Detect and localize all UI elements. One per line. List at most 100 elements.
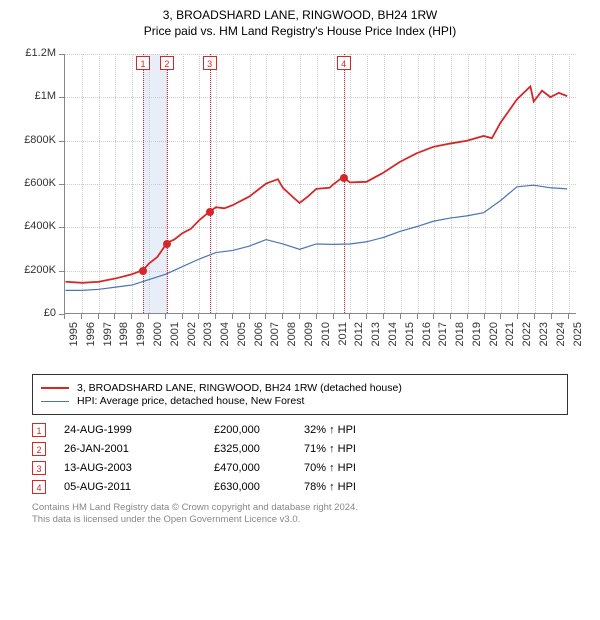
x-axis-label: 2002 [186, 322, 198, 362]
y-axis-label: £200K [16, 264, 56, 276]
x-tick [165, 314, 166, 319]
x-axis-label: 2013 [370, 322, 382, 362]
x-tick [81, 314, 82, 319]
marker-flag: 1 [136, 56, 150, 70]
y-axis-label: £600K [16, 177, 56, 189]
x-tick [282, 314, 283, 319]
y-axis-label: £0 [16, 307, 56, 319]
event-delta: 32% ↑ HPI [304, 424, 356, 436]
event-row: 405-AUG-2011£630,00078% ↑ HPI [32, 480, 568, 494]
footer-text: Contains HM Land Registry data © Crown c… [32, 502, 568, 527]
x-tick [534, 314, 535, 319]
x-tick [500, 314, 501, 319]
x-axis-label: 1995 [68, 322, 80, 362]
y-axis-label: £1.2M [16, 47, 56, 59]
x-tick [64, 314, 65, 319]
x-tick [198, 314, 199, 319]
x-tick [114, 314, 115, 319]
legend-label: 3, BROADSHARD LANE, RINGWOOD, BH24 1RW (… [77, 382, 402, 394]
event-date: 05-AUG-2011 [64, 481, 214, 493]
event-delta: 70% ↑ HPI [304, 462, 356, 474]
x-axis-label: 2006 [253, 322, 265, 362]
x-tick [484, 314, 485, 319]
event-row: 1 24-AUG-1999£200,00032% ↑ HPI [32, 423, 568, 437]
x-axis-label: 2022 [521, 322, 533, 362]
x-axis-label: 2014 [387, 322, 399, 362]
y-axis-label: £800K [16, 134, 56, 146]
price-dot [163, 240, 171, 248]
x-axis-label: 2009 [303, 322, 315, 362]
event-delta: 71% ↑ HPI [304, 443, 356, 455]
x-axis-label: 2020 [488, 322, 500, 362]
plot-area: 12 3 4 [64, 54, 576, 314]
price-chart: 1234 £0£200K£400K£600K£800K£1M£1.2M19951… [16, 46, 584, 366]
x-tick [417, 314, 418, 319]
y-tick [59, 141, 64, 142]
x-axis-label: 2005 [236, 322, 248, 362]
x-axis-label: 1998 [118, 322, 130, 362]
footer-line-1: Contains HM Land Registry data © Crown c… [32, 502, 568, 514]
x-axis-label: 2007 [269, 322, 281, 362]
x-tick [148, 314, 149, 319]
x-tick [366, 314, 367, 319]
event-number: 2 [32, 442, 46, 456]
x-axis-label: 2010 [320, 322, 332, 362]
x-axis-label: 1999 [135, 322, 147, 362]
x-tick [333, 314, 334, 319]
x-axis-label: 2001 [169, 322, 181, 362]
marker-flag: 2 [160, 56, 174, 70]
x-tick [551, 314, 552, 319]
series-property [65, 86, 567, 282]
x-tick [349, 314, 350, 319]
x-tick [316, 314, 317, 319]
x-tick [433, 314, 434, 319]
x-axis-label: 2021 [504, 322, 516, 362]
x-axis-label: 2000 [152, 322, 164, 362]
x-axis-label: 2019 [471, 322, 483, 362]
y-axis-label: £400K [16, 220, 56, 232]
event-date: 26-JAN-2001 [64, 443, 214, 455]
x-axis-label: 2015 [404, 322, 416, 362]
event-date: 13-AUG-2003 [64, 462, 214, 474]
event-delta: 78% ↑ HPI [304, 481, 356, 493]
x-tick [232, 314, 233, 319]
x-axis-label: 2008 [286, 322, 298, 362]
x-tick [467, 314, 468, 319]
x-axis-label: 2016 [421, 322, 433, 362]
event-number: 3 [32, 461, 46, 475]
event-number: 1 [32, 423, 46, 437]
x-tick [383, 314, 384, 319]
marker-flag: 4 [337, 56, 351, 70]
event-date: 24-AUG-1999 [64, 424, 214, 436]
footer-line-2: This data is licensed under the Open Gov… [32, 514, 568, 526]
page-subtitle: Price paid vs. HM Land Registry's House … [8, 24, 592, 38]
x-tick [131, 314, 132, 319]
x-tick [215, 314, 216, 319]
y-tick [59, 54, 64, 55]
x-tick [450, 314, 451, 319]
legend-label: HPI: Average price, detached house, New … [77, 395, 304, 407]
price-dot [340, 174, 348, 182]
legend-row: 3, BROADSHARD LANE, RINGWOOD, BH24 1RW (… [41, 382, 559, 394]
page-title: 3, BROADSHARD LANE, RINGWOOD, BH24 1RW [8, 8, 592, 22]
event-number: 4 [32, 480, 46, 494]
event-price: £200,000 [214, 424, 304, 436]
x-axis-label: 1997 [102, 322, 114, 362]
x-axis-label: 2017 [437, 322, 449, 362]
legend-row: HPI: Average price, detached house, New … [41, 395, 559, 407]
y-tick [59, 97, 64, 98]
event-row: 3 13-AUG-2003£470,00070% ↑ HPI [32, 461, 568, 475]
y-tick [59, 184, 64, 185]
y-tick [59, 227, 64, 228]
event-price: £470,000 [214, 462, 304, 474]
x-tick [98, 314, 99, 319]
event-row: 226-JAN-2001£325,00071% ↑ HPI [32, 442, 568, 456]
x-tick [517, 314, 518, 319]
x-tick [249, 314, 250, 319]
x-axis-label: 2012 [353, 322, 365, 362]
legend-swatch [41, 387, 69, 389]
marker-flag: 3 [203, 56, 217, 70]
y-tick [59, 271, 64, 272]
x-tick [265, 314, 266, 319]
series-hpi [65, 185, 567, 290]
